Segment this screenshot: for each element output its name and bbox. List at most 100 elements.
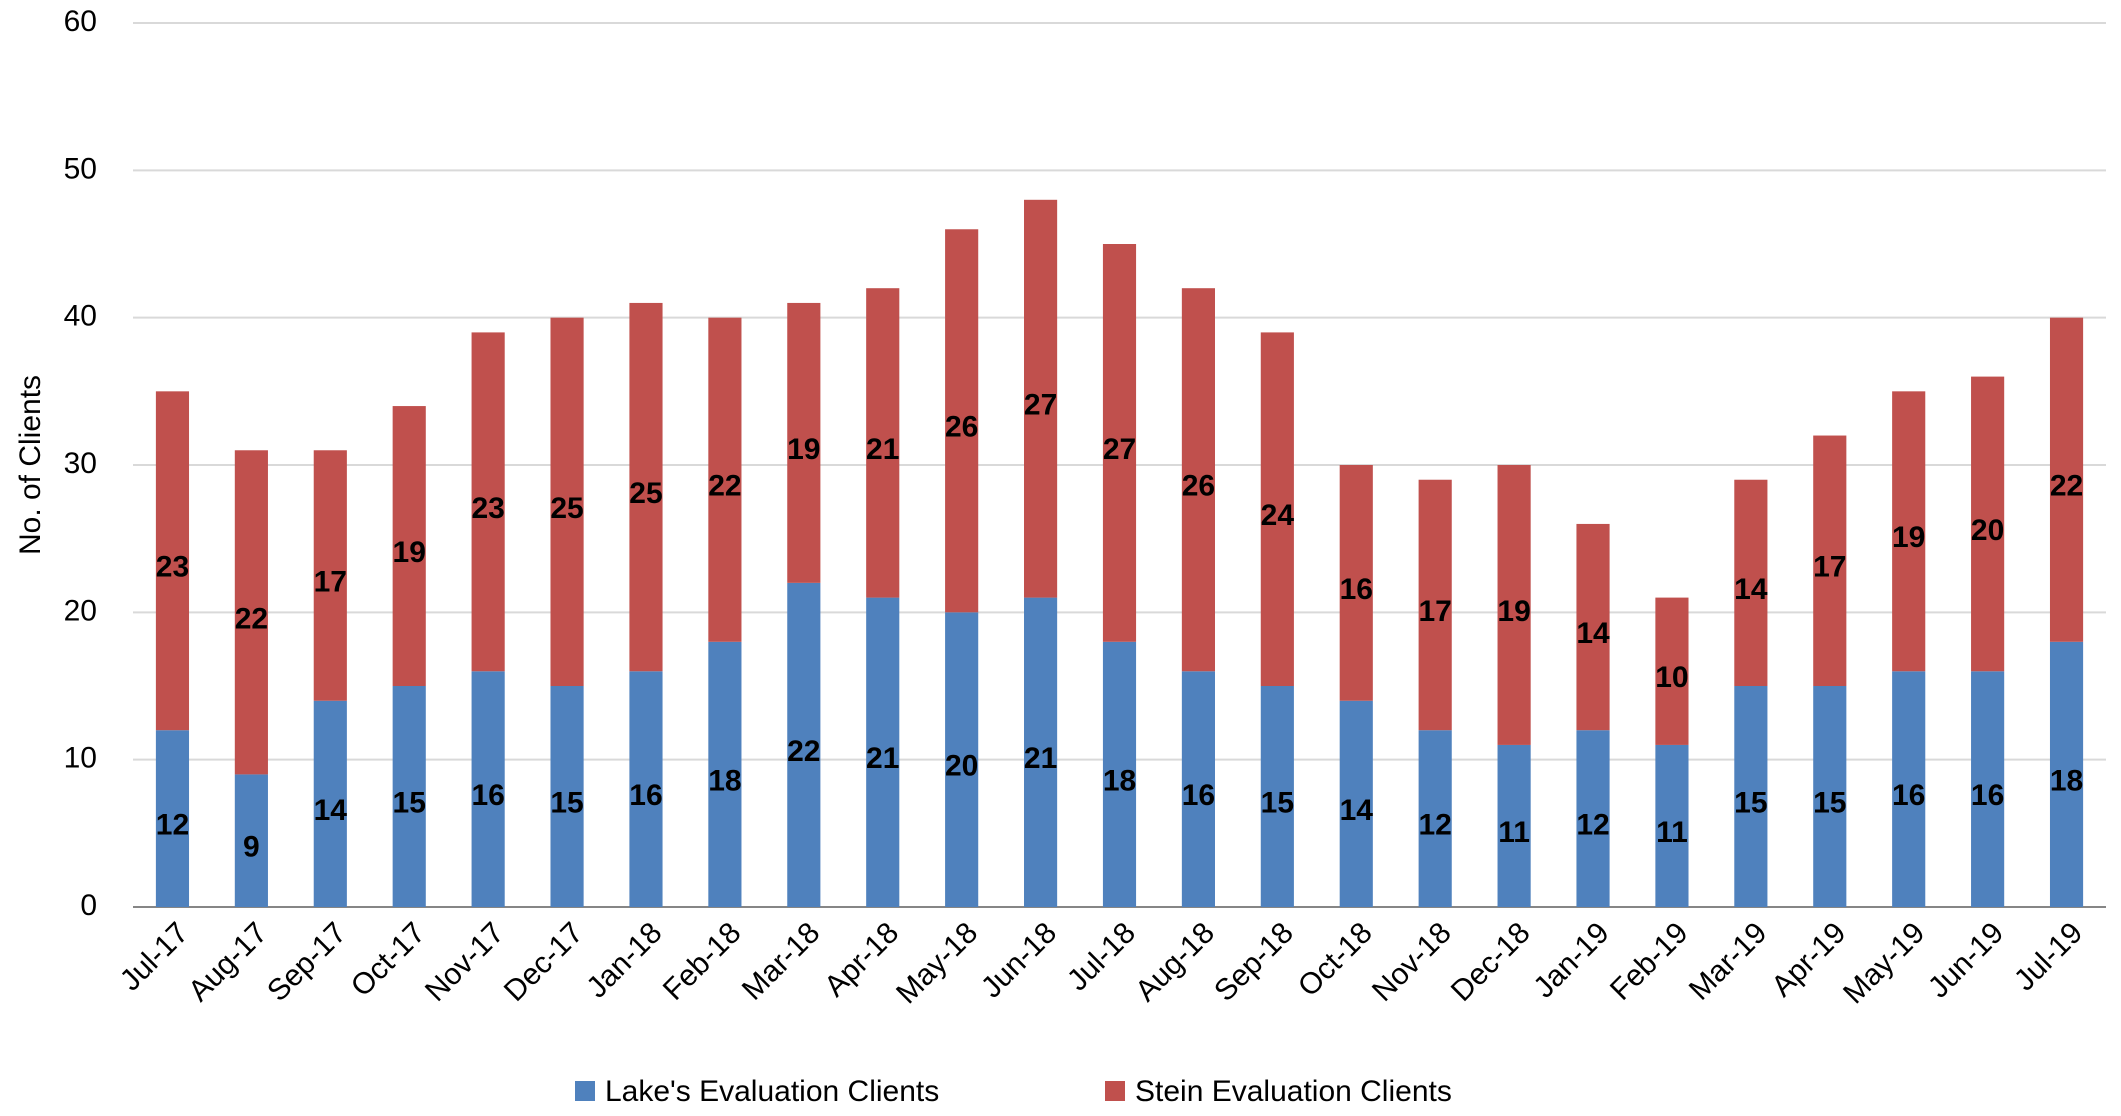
x-tick-label: Dec-17 xyxy=(498,916,590,1008)
data-label: 18 xyxy=(2050,764,2083,797)
y-axis-label: No. of Clients xyxy=(14,375,47,555)
data-label: 15 xyxy=(393,786,426,819)
bar-segment xyxy=(1181,288,1215,672)
bar-segment xyxy=(1339,700,1373,907)
data-label: 19 xyxy=(1497,595,1530,628)
bar-segment xyxy=(1734,686,1768,907)
data-label: 27 xyxy=(1024,389,1057,422)
x-tick-label: Nov-17 xyxy=(419,916,511,1008)
x-tick-label: Aug-18 xyxy=(1129,916,1221,1008)
data-label: 15 xyxy=(1813,786,1846,819)
bar-segment xyxy=(2049,317,2084,642)
y-tick-label: 20 xyxy=(64,594,97,627)
data-label: 15 xyxy=(550,786,583,819)
legend-swatch xyxy=(1105,1081,1125,1101)
bar-segment xyxy=(234,450,268,775)
x-tick-label: Feb-18 xyxy=(657,916,748,1007)
y-tick-label: 50 xyxy=(64,152,97,185)
bar-segment xyxy=(471,332,505,672)
bar-segment xyxy=(550,317,584,686)
legend-swatch xyxy=(575,1081,595,1101)
data-label: 14 xyxy=(1576,617,1610,650)
data-label: 15 xyxy=(1734,786,1767,819)
data-label: 14 xyxy=(1734,573,1768,606)
data-label: 19 xyxy=(787,433,820,466)
bar-segment xyxy=(787,302,821,583)
data-label: 21 xyxy=(866,433,899,466)
x-tick-label: Jun-18 xyxy=(975,916,1063,1004)
bar-segment xyxy=(313,450,347,701)
bar-segment xyxy=(1260,332,1294,686)
bar-segment xyxy=(708,641,742,907)
data-label: 22 xyxy=(787,735,820,768)
bar-segment xyxy=(1260,686,1294,907)
x-tick-label: May-18 xyxy=(890,916,984,1010)
bar-segment xyxy=(155,730,190,907)
data-label: 15 xyxy=(1261,786,1294,819)
x-tick-label: Jul-19 xyxy=(2008,916,2089,997)
data-label: 27 xyxy=(1103,433,1136,466)
data-label: 22 xyxy=(235,602,268,635)
bar-segment xyxy=(1576,523,1610,731)
data-label: 20 xyxy=(945,750,978,783)
bar-segment xyxy=(1024,199,1058,598)
data-label: 11 xyxy=(1656,816,1688,849)
data-label: 23 xyxy=(471,492,504,525)
x-tick-label: Dec-18 xyxy=(1445,916,1537,1008)
bar-segment xyxy=(866,288,900,598)
bar-segment xyxy=(1813,435,1847,686)
data-label: 12 xyxy=(1576,809,1609,842)
bar-segment xyxy=(708,317,742,642)
x-tick-label: Sep-17 xyxy=(261,916,353,1008)
data-label: 11 xyxy=(1498,816,1530,849)
data-label: 16 xyxy=(1971,779,2004,812)
data-label: 16 xyxy=(1340,573,1373,606)
bar-segment xyxy=(1655,744,1689,907)
bar-segment xyxy=(392,406,426,686)
data-label: 20 xyxy=(1971,514,2004,547)
bar-segment xyxy=(1892,671,1926,907)
x-tick-label: Mar-19 xyxy=(1683,916,1774,1007)
data-label: 12 xyxy=(1418,809,1451,842)
data-label: 14 xyxy=(314,794,348,827)
x-tick-label: Aug-17 xyxy=(182,916,274,1008)
x-tick-label: Oct-18 xyxy=(1292,916,1379,1003)
bar-segment xyxy=(1971,376,2005,672)
bar-segment xyxy=(313,700,347,907)
bar-segment xyxy=(1813,686,1847,907)
x-tick-label: Nov-18 xyxy=(1366,916,1458,1008)
data-label: 16 xyxy=(629,779,662,812)
x-tick-label: Mar-18 xyxy=(736,916,827,1007)
x-tick-label: Feb-19 xyxy=(1604,916,1695,1007)
y-tick-label: 0 xyxy=(80,889,97,922)
data-label: 17 xyxy=(1418,595,1451,628)
bar-segment xyxy=(945,612,979,907)
bar-segment xyxy=(1497,744,1531,907)
data-label: 18 xyxy=(708,764,741,797)
y-tick-label: 30 xyxy=(64,447,97,480)
data-label: 17 xyxy=(1813,551,1846,584)
bar-segment xyxy=(392,686,426,907)
bar-segment xyxy=(629,302,663,672)
bar-segment xyxy=(1418,730,1452,907)
data-label: 16 xyxy=(1182,779,1215,812)
x-tick-label: Sep-18 xyxy=(1208,916,1300,1008)
data-label: 19 xyxy=(1892,521,1925,554)
bar-segment xyxy=(1181,671,1215,907)
data-label: 25 xyxy=(629,477,662,510)
bar-segment xyxy=(1024,597,1058,907)
data-label: 25 xyxy=(550,492,583,525)
data-label: 16 xyxy=(471,779,504,812)
bar-segment xyxy=(550,686,584,907)
bar-segment xyxy=(1971,671,2005,907)
bar-segment xyxy=(2049,641,2084,907)
x-tick-label: Jan-19 xyxy=(1527,916,1615,1004)
bar-segment xyxy=(234,774,268,907)
bar-segment xyxy=(1102,641,1137,907)
bar-segment xyxy=(1734,479,1768,686)
data-label: 12 xyxy=(156,809,189,842)
data-label: 26 xyxy=(945,411,978,444)
bar-segment xyxy=(1892,391,1926,672)
